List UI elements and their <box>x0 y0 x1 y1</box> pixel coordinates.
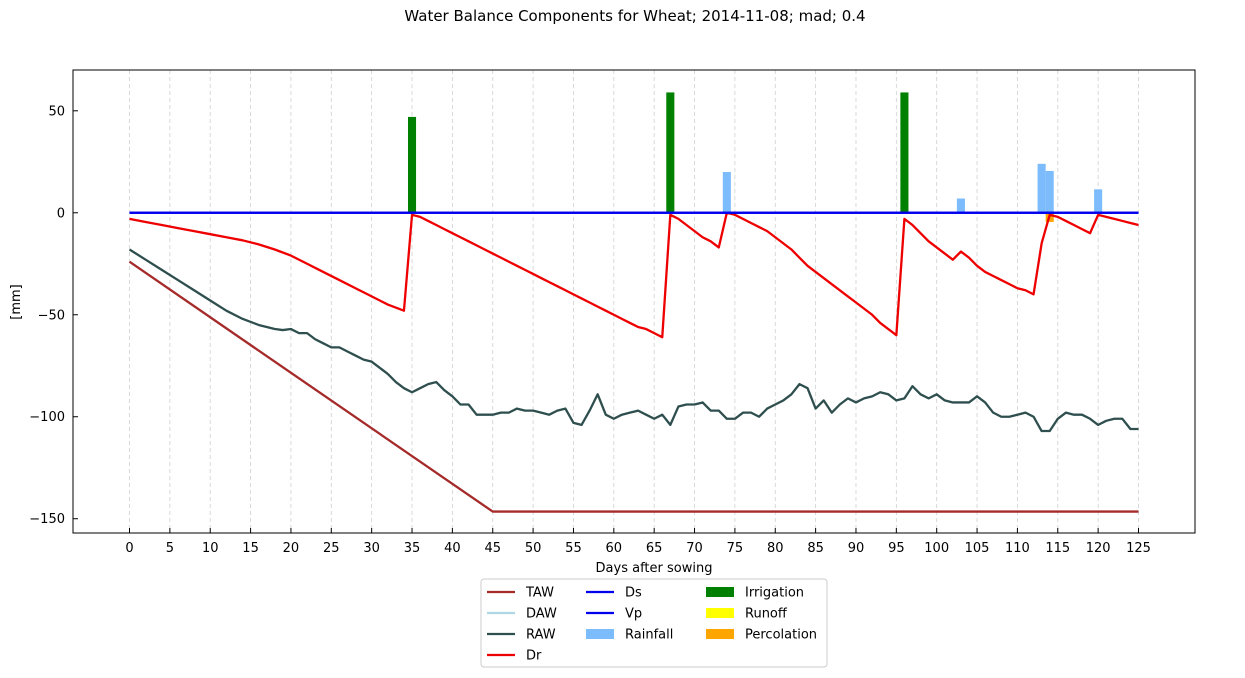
legend-label-dr: Dr <box>526 649 542 664</box>
legend: TAW DAW RAW Dr Ds Vp Rainfall Irrigation Runoff P… <box>480 578 828 668</box>
plot-frame <box>72 69 1196 534</box>
legend-label-raw: RAW <box>526 628 556 643</box>
irrigation-bar <box>666 92 675 213</box>
x-tick-label: 35 <box>404 541 421 556</box>
x-tick-label: 110 <box>1005 541 1030 556</box>
x-tick-label: 40 <box>444 541 461 556</box>
rainfall-bar <box>1094 189 1103 213</box>
line-series <box>128 211 1139 513</box>
x-gridlines <box>129 70 1139 533</box>
irrigation-bar <box>407 116 417 213</box>
x-tick-label: 100 <box>924 541 949 556</box>
x-tick-label: 20 <box>283 541 300 556</box>
y-tick-label: 0 <box>57 206 65 221</box>
irrigation-bar <box>900 92 909 213</box>
x-tick-label: 85 <box>807 541 824 556</box>
x-tick-label: 120 <box>1086 541 1111 556</box>
rainfall-bar <box>1037 163 1046 213</box>
rainfall-bar <box>956 198 965 213</box>
x-tick-label: 25 <box>323 541 340 556</box>
legend-label-vp: Vp <box>625 607 642 622</box>
legend-label-taw: TAW <box>525 586 554 601</box>
x-tick-label: 95 <box>888 541 905 556</box>
rainfall-bar <box>722 171 731 213</box>
legend-swatch-runoff <box>706 608 734 618</box>
x-tick-label: 5 <box>166 541 174 556</box>
x-tick-label: 55 <box>565 541 582 556</box>
legend-label-daw: DAW <box>526 607 557 622</box>
rainfall-bar <box>1045 170 1054 213</box>
legend-frame <box>480 578 828 668</box>
legend-label-irrigation: Irrigation <box>745 586 804 601</box>
x-tick-label: 50 <box>525 541 542 556</box>
x-tick-label: 70 <box>686 541 703 556</box>
x-tick-label: 105 <box>965 541 990 556</box>
x-tick-label: 15 <box>242 541 259 556</box>
chart-title: Water Balance Components for Wheat; 2014… <box>404 7 865 25</box>
x-tick-label: 90 <box>848 541 865 556</box>
x-tick-label: 60 <box>606 541 623 556</box>
x-tick-label: 80 <box>767 541 784 556</box>
dr-line <box>129 211 1139 339</box>
x-tick-label: 125 <box>1126 541 1151 556</box>
taw-line <box>128 260 1139 513</box>
x-tick-label: 75 <box>727 541 744 556</box>
bar-series <box>407 92 1103 222</box>
y-axis: 50 0 −50 −100 −150 <box>29 104 78 527</box>
legend-swatch-percolation <box>706 629 734 639</box>
y-tick-label: −100 <box>29 410 65 425</box>
x-axis: 0 5 10 15 20 25 30 35 40 45 50 55 60 65 70 75 80 85 90 95 10… <box>125 528 1151 556</box>
legend-label-runoff: Runoff <box>745 607 788 622</box>
x-tick-label: 115 <box>1045 541 1070 556</box>
y-tick-label: −150 <box>29 512 65 527</box>
legend-swatch-irrigation <box>706 587 734 597</box>
x-tick-label: 10 <box>202 541 219 556</box>
x-tick-label: 45 <box>484 541 501 556</box>
legend-label-percolation: Percolation <box>745 628 817 643</box>
x-tick-label: 30 <box>363 541 380 556</box>
y-tick-label: 50 <box>48 104 65 119</box>
x-tick-label: 65 <box>646 541 663 556</box>
x-tick-label: 0 <box>125 541 133 556</box>
y-tick-label: −50 <box>38 308 65 323</box>
y-axis-label: [mm] <box>9 284 24 319</box>
legend-label-ds: Ds <box>625 586 642 601</box>
legend-label-rainfall: Rainfall <box>625 628 673 643</box>
x-axis-label: Days after sowing <box>596 561 713 576</box>
legend-swatch-rainfall <box>586 629 614 639</box>
raw-line <box>128 248 1139 433</box>
